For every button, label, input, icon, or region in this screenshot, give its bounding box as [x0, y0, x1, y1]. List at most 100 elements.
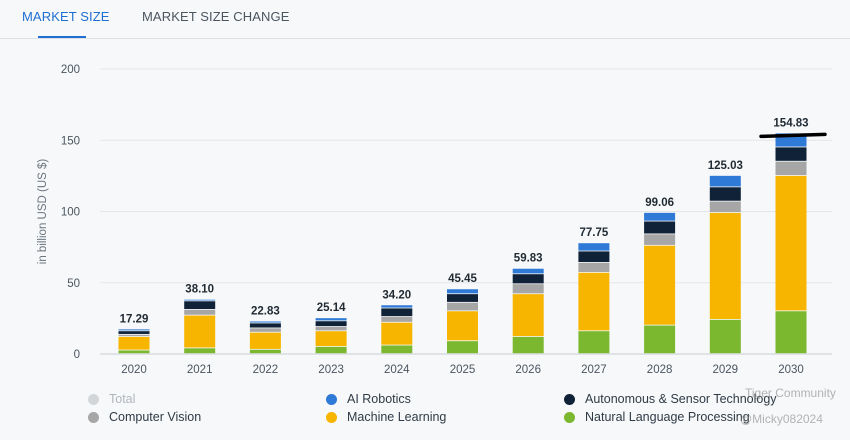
chart-legend: Total AI Robotics Autonomous & Sensor Te… — [0, 388, 850, 440]
x-tick-label-2029: 2029 — [713, 364, 739, 376]
bar-segment-2020-computer-vision — [118, 334, 150, 337]
bar-segment-2023-ai-robotics — [315, 318, 347, 321]
legend-item-computer-vision[interactable]: Computer Vision — [88, 410, 201, 424]
x-tick-label-2024: 2024 — [384, 364, 410, 376]
bar-segment-2022-machine-learning — [249, 332, 281, 349]
bar-segment-2026-computer-vision — [512, 284, 544, 294]
total-label-2024: 34.20 — [382, 289, 411, 301]
total-label-2022: 22.83 — [251, 305, 280, 317]
total-label-2028: 99.06 — [645, 197, 674, 209]
bar-segment-2027-computer-vision — [578, 262, 610, 272]
bar-segment-2029-ai-robotics — [709, 175, 741, 187]
bar-segment-2020-machine-learning — [118, 336, 150, 350]
bar-segment-2021-autonomous-sensor-technology — [184, 301, 216, 310]
bar-segment-2024-computer-vision — [381, 316, 413, 322]
bar-segment-2029-computer-vision — [709, 201, 741, 213]
total-label-2029: 125.03 — [708, 160, 743, 172]
y-tick-label-150: 150 — [61, 135, 80, 147]
bar-segment-2026-natural-language-processing — [512, 336, 544, 354]
active-tab-indicator — [38, 36, 86, 38]
x-tick-label-2022: 2022 — [253, 364, 279, 376]
tab-market-size[interactable]: MARKET SIZE — [22, 9, 110, 24]
bar-segment-2026-machine-learning — [512, 294, 544, 337]
x-tick-label-2025: 2025 — [450, 364, 476, 376]
x-tick-label-2021: 2021 — [187, 364, 213, 376]
legend-label-ai-robotics: AI Robotics — [347, 392, 411, 406]
legend-dot-ai-robotics — [326, 393, 337, 405]
tab-market-size-change[interactable]: MARKET SIZE CHANGE — [142, 9, 290, 24]
legend-item-total[interactable]: Total — [88, 392, 135, 406]
legend-label-computer-vision: Computer Vision — [109, 410, 202, 424]
bar-segment-2028-ai-robotics — [644, 212, 676, 221]
legend-item-machine-learning[interactable]: Machine Learning — [326, 410, 446, 424]
tab-bar: MARKET SIZE MARKET SIZE CHANGE — [0, 0, 850, 40]
bar-segment-2021-ai-robotics — [184, 299, 216, 301]
bar-segment-2023-machine-learning — [315, 331, 347, 347]
legend-dot-nlp — [564, 411, 575, 423]
bar-segment-2025-autonomous-sensor-technology — [447, 294, 478, 302]
bar-segment-2028-natural-language-processing — [644, 325, 676, 354]
bar-segment-2030-natural-language-processing — [775, 311, 807, 354]
bar-segment-2024-machine-learning — [381, 322, 413, 345]
bar-segment-2027-natural-language-processing — [578, 331, 610, 354]
legend-dot-machine-learning — [326, 411, 337, 423]
bar-segment-2026-ai-robotics — [512, 268, 544, 274]
bar-segment-2021-machine-learning — [184, 315, 216, 348]
x-tick-label-2030: 2030 — [778, 364, 804, 376]
bar-segment-2022-ai-robotics — [249, 321, 281, 323]
bar-segment-2030-computer-vision — [775, 161, 807, 176]
bar-segment-2022-natural-language-processing — [249, 349, 281, 354]
y-tick-label-0: 0 — [74, 349, 80, 361]
bar-segment-2020-natural-language-processing — [118, 350, 150, 354]
bar-segment-2025-ai-robotics — [447, 289, 478, 294]
legend-dot-computer-vision — [88, 411, 99, 423]
legend-label-nlp: Natural Language Processing — [585, 410, 750, 424]
bar-segment-2029-natural-language-processing — [709, 319, 741, 354]
bar-segment-2021-natural-language-processing — [184, 348, 216, 354]
total-label-2030: 154.83 — [773, 117, 808, 129]
bar-segment-2024-autonomous-sensor-technology — [381, 308, 413, 317]
bar-segment-2025-machine-learning — [447, 311, 478, 341]
x-tick-label-2026: 2026 — [515, 364, 541, 376]
watermark-community: Tiger Community — [745, 386, 836, 400]
legend-item-nlp[interactable]: Natural Language Processing — [564, 410, 750, 424]
bar-segment-2023-natural-language-processing — [315, 346, 347, 354]
bar-segment-2020-autonomous-sensor-technology — [118, 331, 150, 334]
x-tick-label-2027: 2027 — [581, 364, 607, 376]
highlight-annotation-stroke — [759, 132, 827, 139]
bar-segment-2021-computer-vision — [184, 309, 216, 315]
bar-segment-2027-machine-learning — [578, 272, 610, 331]
bar-segment-2028-machine-learning — [644, 245, 676, 325]
bar-segment-2022-autonomous-sensor-technology — [249, 323, 281, 328]
stacked-bar-chart: 0 50 100 150 200 in billion USD (US $) 17.29 20… — [37, 64, 832, 376]
y-tick-label-100: 100 — [61, 207, 80, 219]
legend-item-ai-robotics[interactable]: AI Robotics — [326, 392, 411, 406]
bar-segment-2024-ai-robotics — [381, 305, 413, 308]
total-label-2023: 25.14 — [317, 302, 346, 314]
bar-segment-2027-ai-robotics — [578, 243, 610, 251]
total-label-2021: 38.10 — [185, 284, 214, 296]
total-label-2020: 17.29 — [120, 313, 149, 325]
bar-segment-2028-autonomous-sensor-technology — [644, 221, 676, 234]
legend-dot-total — [88, 393, 99, 405]
bar-segment-2024-natural-language-processing — [381, 345, 413, 354]
x-tick-label-2023: 2023 — [318, 364, 344, 376]
y-tick-label-50: 50 — [67, 278, 80, 290]
bar-segment-2026-autonomous-sensor-technology — [512, 274, 544, 284]
legend-item-autonomous-sensor[interactable]: Autonomous & Sensor Technology — [564, 392, 777, 406]
y-tick-label-200: 200 — [61, 64, 80, 76]
bar-segment-2028-computer-vision — [644, 234, 676, 245]
bar-segment-2020-ai-robotics — [118, 329, 150, 331]
legend-label-autonomous-sensor: Autonomous & Sensor Technology — [585, 392, 777, 406]
y-axis-label: in billion USD (US $) — [37, 159, 49, 265]
watermark-handle: @Micky082024 — [740, 412, 823, 426]
x-tick-label-2020: 2020 — [121, 364, 147, 376]
legend-dot-autonomous-sensor — [564, 393, 575, 405]
total-label-2027: 77.75 — [580, 227, 609, 239]
total-label-2025: 45.45 — [448, 273, 477, 285]
total-label-2026: 59.83 — [514, 253, 543, 265]
x-tick-label-2028: 2028 — [647, 364, 673, 376]
legend-label-total: Total — [109, 392, 136, 406]
bar-segment-2029-machine-learning — [709, 212, 741, 319]
